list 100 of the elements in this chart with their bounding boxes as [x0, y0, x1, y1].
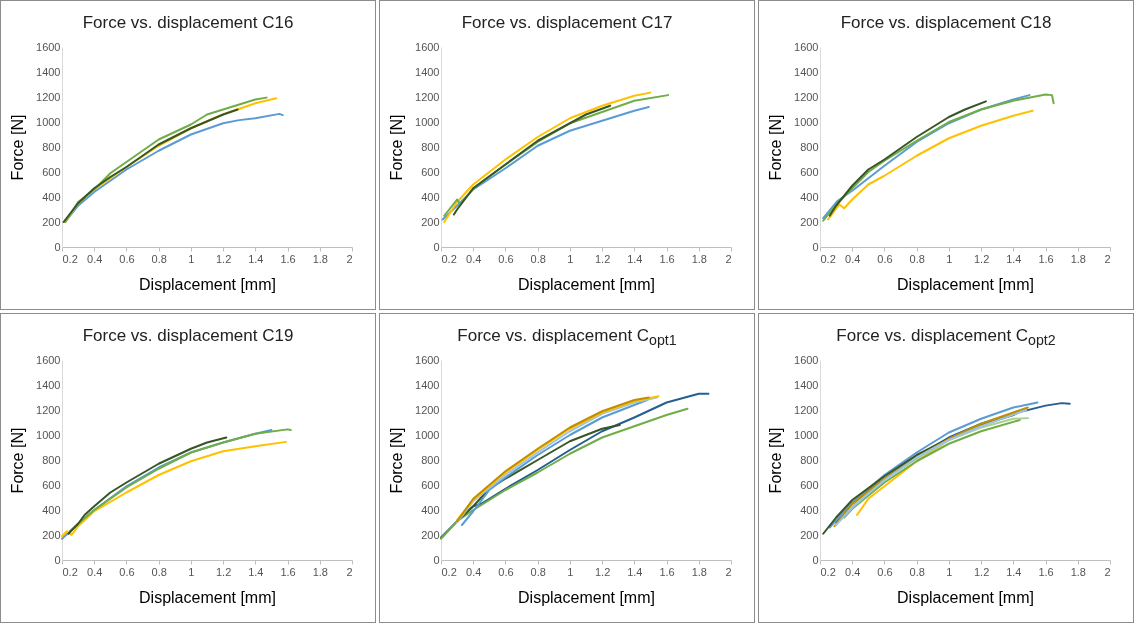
line-series: [69, 428, 292, 533]
x-tick-label: 0.4: [845, 565, 861, 578]
x-tick-label: 0.2: [820, 565, 836, 578]
x-tick-label: 0.4: [87, 565, 103, 578]
x-tick-label: 1.4: [627, 565, 643, 578]
x-tick-label: 2: [346, 565, 353, 578]
x-tick-label: 0.8: [151, 565, 167, 578]
x-axis-title: Displacement [mm]: [518, 588, 655, 606]
x-tick-label: 0.6: [877, 565, 893, 578]
y-tick-label: 0: [433, 553, 440, 566]
y-tick-label: 400: [421, 190, 440, 203]
x-tick-label: 1: [567, 252, 574, 265]
line-series: [440, 392, 710, 539]
y-tick-label: 0: [54, 553, 61, 566]
x-tick-label: 0.4: [466, 252, 482, 265]
x-tick-label: 1.4: [248, 252, 264, 265]
x-tick-label: 1.2: [594, 252, 611, 265]
y-tick-label: 1400: [36, 65, 61, 78]
y-axis-title: Force [N]: [767, 114, 785, 181]
y-axis-title: Force [N]: [9, 427, 27, 494]
line-series: [452, 104, 612, 216]
y-tick-label: 0: [812, 553, 819, 566]
y-tick-label: 200: [42, 215, 61, 228]
x-tick-label: 1.8: [312, 565, 328, 578]
y-tick-label: 1000: [415, 115, 440, 128]
y-tick-label: 200: [800, 215, 819, 228]
x-axis-title: Displacement [mm]: [518, 275, 655, 293]
x-tick-label: 0.2: [820, 252, 836, 265]
x-tick-label: 1: [567, 565, 574, 578]
y-tick-label: 800: [421, 140, 440, 153]
x-axis-title: Displacement [mm]: [139, 588, 276, 606]
x-tick-label: 1.4: [248, 565, 264, 578]
y-tick-label: 800: [800, 140, 819, 153]
line-series: [61, 440, 287, 538]
x-axis-title: Displacement [mm]: [139, 275, 276, 293]
x-tick-label: 0.2: [441, 565, 457, 578]
x-tick-label: 1: [946, 565, 953, 578]
y-tick-label: 600: [800, 165, 819, 178]
y-axis-title: Force [N]: [767, 427, 785, 494]
y-tick-label: 400: [42, 503, 61, 516]
x-tick-label: 1.6: [1038, 565, 1054, 578]
y-tick-label: 1000: [794, 115, 819, 128]
y-tick-label: 400: [421, 503, 440, 516]
x-tick-label: 0.8: [909, 565, 925, 578]
line-series: [827, 109, 1034, 221]
x-tick-label: 0.4: [845, 252, 861, 265]
x-tick-label: 2: [725, 565, 732, 578]
y-tick-label: 200: [800, 528, 819, 541]
y-tick-label: 600: [42, 165, 61, 178]
x-tick-label: 0.8: [151, 252, 167, 265]
x-tick-label: 1.2: [215, 565, 232, 578]
x-tick-label: 1.8: [312, 252, 328, 265]
x-tick-label: 0.6: [498, 252, 514, 265]
x-tick-label: 0.2: [441, 252, 457, 265]
y-axis-title: Force [N]: [388, 427, 406, 494]
y-tick-label: 1600: [36, 353, 61, 366]
y-tick-label: 0: [812, 240, 819, 253]
y-tick-label: 600: [421, 165, 440, 178]
y-tick-label: 1400: [794, 65, 819, 78]
y-tick-label: 200: [42, 528, 61, 541]
y-tick-label: 1200: [794, 90, 819, 103]
x-tick-label: 1.6: [280, 565, 296, 578]
x-tick-label: 1.4: [1006, 252, 1022, 265]
y-tick-label: 800: [421, 453, 440, 466]
x-tick-label: 2: [1104, 565, 1111, 578]
x-tick-label: 0.2: [62, 252, 78, 265]
y-tick-label: 1200: [36, 90, 61, 103]
chart-title: Force vs. displacement C16: [81, 13, 295, 34]
y-tick-label: 600: [421, 478, 440, 491]
x-tick-label: 1.6: [659, 252, 675, 265]
y-axis-title: Force [N]: [9, 114, 27, 181]
y-tick-label: 400: [800, 190, 819, 203]
chart-title: Force vs. displacement C17: [460, 13, 674, 34]
x-tick-label: 1.2: [973, 565, 990, 578]
y-tick-label: 1200: [415, 403, 440, 416]
x-tick-label: 1.4: [627, 252, 643, 265]
y-tick-label: 1200: [36, 403, 61, 416]
x-tick-label: 0.6: [877, 252, 893, 265]
y-tick-label: 800: [800, 453, 819, 466]
x-tick-label: 1.8: [1070, 565, 1086, 578]
y-tick-label: 1000: [36, 115, 61, 128]
line-series: [828, 100, 987, 217]
chart-title: Force vs. displacement C$_{opt1}$: [456, 326, 678, 349]
chart-title: Force vs. displacement C$_{opt2}$: [835, 326, 1057, 349]
x-tick-label: 0.8: [909, 252, 925, 265]
y-tick-label: 200: [421, 215, 440, 228]
x-tick-label: 1.8: [691, 252, 707, 265]
y-tick-label: 1000: [415, 428, 440, 441]
x-tick-label: 0.6: [119, 252, 135, 265]
y-tick-label: 1600: [415, 40, 440, 53]
y-axis-title: Force [N]: [388, 114, 406, 181]
y-tick-label: 1000: [36, 428, 61, 441]
y-tick-label: 600: [42, 478, 61, 491]
x-tick-label: 0.4: [87, 252, 103, 265]
y-tick-label: 0: [433, 240, 440, 253]
y-tick-label: 800: [42, 453, 61, 466]
x-tick-label: 0.6: [119, 565, 135, 578]
x-tick-label: 1.8: [691, 565, 707, 578]
y-tick-label: 1600: [794, 353, 819, 366]
y-tick-label: 1400: [794, 378, 819, 391]
